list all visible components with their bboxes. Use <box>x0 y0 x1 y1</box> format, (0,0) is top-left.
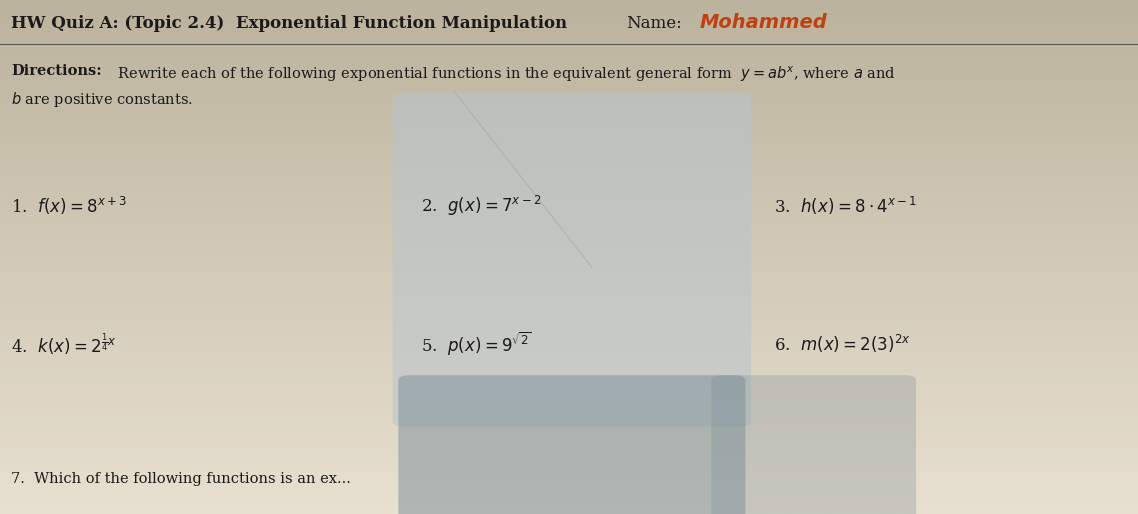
Text: 7.  Which of the following functions is an ex...: 7. Which of the following functions is a… <box>11 472 352 486</box>
FancyBboxPatch shape <box>393 93 751 427</box>
Text: Mohammed: Mohammed <box>700 13 827 31</box>
Text: 3.  $h(x)=8 \cdot 4^{x-1}$: 3. $h(x)=8 \cdot 4^{x-1}$ <box>774 195 917 216</box>
FancyBboxPatch shape <box>711 375 916 514</box>
Text: 5.  $p(x)=9^{\sqrt{2}}$: 5. $p(x)=9^{\sqrt{2}}$ <box>421 331 531 358</box>
Text: 4.  $k(x)=2^{\frac{1}{4}x}$: 4. $k(x)=2^{\frac{1}{4}x}$ <box>11 332 117 357</box>
Text: 2.  $g(x)=7^{x-2}$: 2. $g(x)=7^{x-2}$ <box>421 194 542 217</box>
Text: Rewrite each of the following exponential functions in the equivalent general fo: Rewrite each of the following exponentia… <box>113 64 896 84</box>
Text: $b$ are positive constants.: $b$ are positive constants. <box>11 90 193 109</box>
Text: 1.  $f(x)=8^{x+3}$: 1. $f(x)=8^{x+3}$ <box>11 195 127 216</box>
Text: HW Quiz A: (Topic 2.4)  Exponential Function Manipulation: HW Quiz A: (Topic 2.4) Exponential Funct… <box>11 14 568 32</box>
Text: Name:: Name: <box>626 14 682 32</box>
Text: Directions:: Directions: <box>11 64 102 78</box>
FancyBboxPatch shape <box>398 375 745 514</box>
Text: 6.  $m(x)=2(3)^{2x}$: 6. $m(x)=2(3)^{2x}$ <box>774 334 910 355</box>
